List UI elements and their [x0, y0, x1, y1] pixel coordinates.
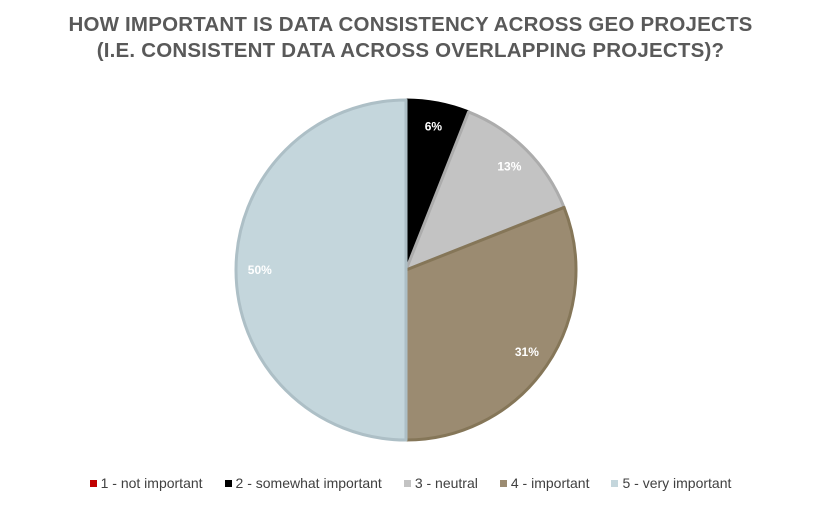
legend-item-2: 2 - somewhat important [224, 475, 382, 491]
legend-item-1: 1 - not important [89, 475, 203, 491]
data-label-4: 31% [515, 345, 539, 359]
legend-item-3: 3 - neutral [403, 475, 478, 491]
legend-label-4: 4 - important [510, 475, 590, 491]
chart-title-line-1: HOW IMPORTANT IS DATA CONSISTENCY ACROSS… [68, 13, 753, 36]
data-label-3: 13% [497, 160, 521, 174]
legend-swatch-1 [89, 479, 97, 487]
legend: 1 - not important 2 - somewhat important 3… [0, 475, 821, 491]
legend-item-4: 4 - important [499, 475, 590, 491]
legend-label-2: 2 - somewhat important [235, 475, 382, 491]
legend-swatch-3 [403, 479, 411, 487]
pie-slice-4 [404, 205, 578, 442]
data-label-2: 6% [425, 119, 443, 133]
legend-label-3: 3 - neutral [414, 475, 478, 491]
pie-slices [234, 98, 578, 442]
legend-swatch-5 [611, 479, 619, 487]
legend-label-5: 5 - very important [622, 475, 732, 491]
pie-slice-5 [234, 98, 408, 442]
legend-swatch-2 [224, 479, 232, 487]
pie-data-labels: 6% 13% 31% 50% [248, 119, 539, 359]
legend-label-1: 1 - not important [100, 475, 203, 491]
legend-swatch-4 [499, 479, 507, 487]
legend-item-5: 5 - very important [611, 475, 731, 491]
chart-title: HOW IMPORTANT IS DATA CONSISTENCY ACROSS… [0, 12, 821, 64]
pie-slice-3 [404, 110, 566, 272]
data-label-5: 50% [248, 263, 272, 277]
chart-title-line-2: (I.E. CONSISTENT DATA ACROSS OVERLAPPING… [96, 39, 725, 62]
